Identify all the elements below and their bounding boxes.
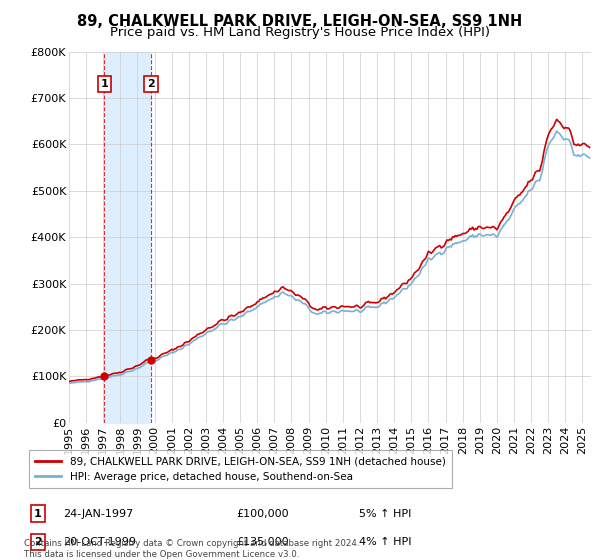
- Text: 4% ↑ HPI: 4% ↑ HPI: [359, 537, 412, 547]
- Text: Price paid vs. HM Land Registry's House Price Index (HPI): Price paid vs. HM Land Registry's House …: [110, 26, 490, 39]
- Text: £135,000: £135,000: [236, 537, 289, 547]
- Text: 20-OCT-1999: 20-OCT-1999: [63, 537, 136, 547]
- Text: 89, CHALKWELL PARK DRIVE, LEIGH-ON-SEA, SS9 1NH: 89, CHALKWELL PARK DRIVE, LEIGH-ON-SEA, …: [77, 14, 523, 29]
- Text: 2: 2: [147, 79, 155, 89]
- Text: 24-JAN-1997: 24-JAN-1997: [63, 508, 133, 519]
- Text: Contains HM Land Registry data © Crown copyright and database right 2024.
This d: Contains HM Land Registry data © Crown c…: [24, 539, 359, 559]
- Text: 1: 1: [34, 508, 42, 519]
- Legend: 89, CHALKWELL PARK DRIVE, LEIGH-ON-SEA, SS9 1NH (detached house), HPI: Average p: 89, CHALKWELL PARK DRIVE, LEIGH-ON-SEA, …: [29, 450, 452, 488]
- Text: 2: 2: [34, 537, 42, 547]
- Text: £100,000: £100,000: [236, 508, 289, 519]
- Text: 5% ↑ HPI: 5% ↑ HPI: [359, 508, 411, 519]
- Text: 1: 1: [101, 79, 109, 89]
